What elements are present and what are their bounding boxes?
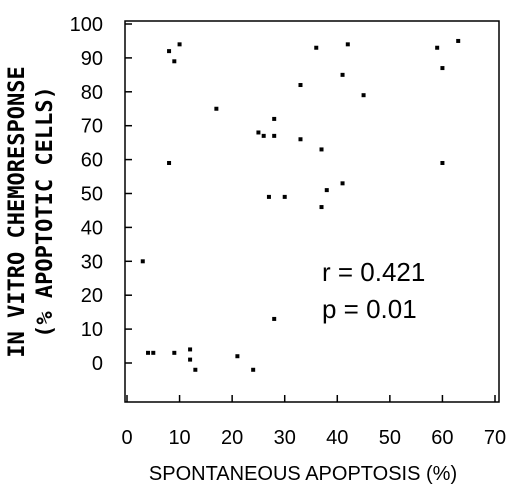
data-point (314, 45, 319, 50)
y-axis-label-line1: IN VITRO CHEMORESPONSE (5, 66, 30, 357)
data-point (167, 160, 172, 165)
data-point (440, 160, 445, 165)
x-tick-label: 0 (121, 427, 132, 449)
y-tick-label: 10 (81, 319, 103, 341)
data-point (251, 367, 256, 372)
y-tick-label: 60 (81, 150, 103, 172)
x-tick-label: 40 (326, 427, 348, 449)
data-point (151, 350, 156, 355)
data-point (456, 38, 461, 43)
data-point (177, 42, 182, 47)
data-point (140, 259, 145, 264)
data-point (319, 205, 324, 210)
x-axis-label: SPONTANEOUS APOPTOSIS (%) (149, 463, 457, 485)
y-tick-label: 80 (81, 82, 103, 104)
data-point (282, 194, 287, 199)
data-point (172, 350, 177, 355)
data-point (146, 350, 151, 355)
data-point (235, 354, 240, 359)
data-point (167, 49, 172, 54)
y-tick-label: 100 (70, 14, 103, 36)
data-point (319, 147, 324, 152)
data-point (324, 188, 329, 193)
y-axis-label-line2: (% APOPTOTIC CELLS) (33, 86, 58, 338)
data-point (340, 72, 345, 77)
y-tick-label: 50 (81, 184, 103, 206)
y-tick-label: 90 (81, 48, 103, 70)
data-point (345, 42, 350, 47)
data-point (172, 59, 177, 64)
data-point (272, 116, 277, 121)
data-point (261, 133, 266, 138)
y-tick-label: 40 (81, 217, 103, 239)
data-point (193, 367, 198, 372)
data-point (188, 357, 193, 362)
data-points (140, 38, 461, 372)
x-tick-label: 20 (221, 427, 243, 449)
y-axis-ticks: 0 10 20 30 40 50 60 70 80 90 100 (70, 14, 132, 375)
x-tick-label: 30 (274, 427, 296, 449)
data-point (272, 316, 277, 321)
annotation-p: p = 0.01 (322, 294, 417, 324)
data-point (272, 133, 277, 138)
x-tick-label: 70 (484, 427, 506, 449)
data-point (214, 106, 219, 111)
data-point (361, 93, 366, 98)
data-point (298, 83, 303, 88)
data-point (298, 137, 303, 142)
data-point (188, 347, 193, 352)
x-tick-label: 50 (379, 427, 401, 449)
data-point (340, 181, 345, 186)
x-axis-ticks: 0 10 20 30 40 50 60 70 (121, 395, 506, 449)
y-tick-label: 30 (81, 251, 103, 273)
y-tick-label: 0 (92, 353, 103, 375)
y-tick-label: 20 (81, 285, 103, 307)
data-point (435, 45, 440, 50)
data-point (266, 194, 271, 199)
annotation-r: r = 0.421 (322, 257, 425, 287)
data-point (440, 66, 445, 71)
data-point (256, 130, 261, 135)
x-tick-label: 10 (168, 427, 190, 449)
x-tick-label: 60 (431, 427, 453, 449)
y-tick-label: 70 (81, 116, 103, 138)
plot-frame (124, 20, 500, 403)
